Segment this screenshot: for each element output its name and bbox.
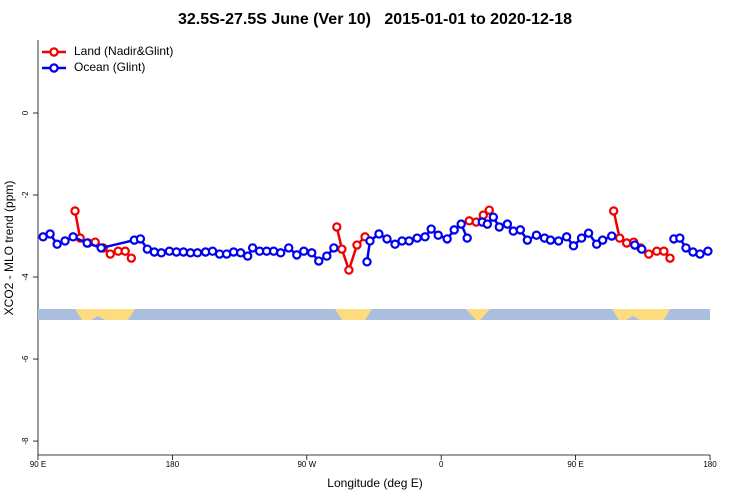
data-point [235, 248, 246, 258]
data-point [484, 205, 494, 215]
data-point [275, 248, 286, 258]
land-mask-strip [38, 309, 710, 320]
land-strip [466, 309, 490, 320]
data-point [456, 219, 466, 229]
data-point [502, 219, 513, 229]
y-tick-label: -2 [21, 191, 30, 199]
data-point [568, 241, 579, 251]
legend-swatch-point [49, 63, 59, 73]
data-point [242, 251, 253, 261]
data-point [659, 246, 669, 256]
data-point [344, 265, 354, 275]
data-point [96, 243, 106, 253]
data-point [337, 244, 347, 254]
data-point [433, 230, 443, 240]
data-point [374, 229, 384, 239]
data-point [637, 244, 647, 254]
data-point [531, 230, 542, 240]
data-point [60, 236, 70, 246]
data-point [322, 251, 332, 261]
data-point [522, 235, 533, 245]
land-strip [75, 309, 135, 320]
data-point [192, 248, 203, 258]
data-point [561, 232, 572, 242]
data-point [494, 222, 504, 232]
y-axis-label: XCO2 - MLO trend (ppm) [2, 181, 16, 316]
data-point [299, 246, 309, 256]
data-point [545, 235, 556, 245]
data-point [665, 253, 675, 263]
data-point [390, 239, 400, 249]
data-point [681, 243, 691, 253]
data-point [365, 236, 375, 246]
data-point [292, 250, 302, 260]
data-point [382, 234, 392, 244]
data-point [52, 239, 62, 249]
data-point [307, 248, 317, 258]
data-point [284, 243, 294, 253]
legend-swatch-point [49, 47, 59, 57]
data-point [362, 257, 372, 267]
legend-label: Ocean (Glint) [74, 60, 145, 74]
data-point [247, 243, 258, 253]
data-point [412, 233, 422, 243]
data-point [515, 225, 526, 235]
data-point [105, 249, 115, 259]
data-point [126, 253, 137, 263]
ocean-strip [38, 309, 710, 320]
x-tick-label: 90 W [297, 460, 316, 469]
x-tick-label: 180 [703, 460, 717, 469]
data-point [404, 236, 414, 246]
land-strip [612, 309, 670, 320]
data-point [426, 224, 436, 234]
data-point [314, 256, 324, 266]
y-tick-label: 0 [21, 110, 30, 115]
data-point [120, 246, 130, 256]
data-point [68, 232, 78, 242]
data-point [675, 233, 685, 243]
data-point [449, 225, 459, 235]
x-tick-label: 90 E [567, 460, 583, 469]
data-point [703, 246, 713, 256]
data-point [644, 249, 654, 259]
data-point [82, 238, 92, 248]
data-point [420, 232, 430, 242]
data-point [583, 228, 594, 238]
data-point [695, 249, 705, 259]
data-point [607, 231, 617, 241]
data-point [630, 240, 640, 250]
data-point [45, 229, 55, 239]
data-point [329, 243, 339, 253]
data-point [553, 236, 564, 246]
data-point [156, 248, 167, 258]
y-tick-label: -6 [21, 355, 30, 363]
data-point [482, 219, 493, 229]
x-tick-label: 180 [166, 460, 180, 469]
data-point [442, 234, 452, 244]
data-point [597, 235, 608, 245]
data-point [576, 233, 587, 243]
land-strip [335, 309, 372, 320]
data-point [332, 222, 342, 232]
x-tick-label: 90 E [30, 460, 46, 469]
x-axis-label: Longitude (deg E) [327, 476, 422, 490]
data-point [608, 206, 619, 216]
data-point [135, 234, 146, 244]
legend-label: Land (Nadir&Glint) [74, 44, 173, 58]
x-tick-label: 0 [439, 460, 444, 469]
y-tick-label: -8 [21, 437, 30, 445]
data-point [591, 239, 602, 249]
data-point [70, 206, 80, 216]
chart-title: 32.5S-27.5S June (Ver 10) 2015-01-01 to … [178, 11, 572, 28]
data-point [462, 233, 472, 243]
y-tick-label: -4 [21, 273, 30, 281]
data-point [352, 240, 362, 250]
data-point [614, 233, 625, 243]
data-point [488, 212, 499, 222]
